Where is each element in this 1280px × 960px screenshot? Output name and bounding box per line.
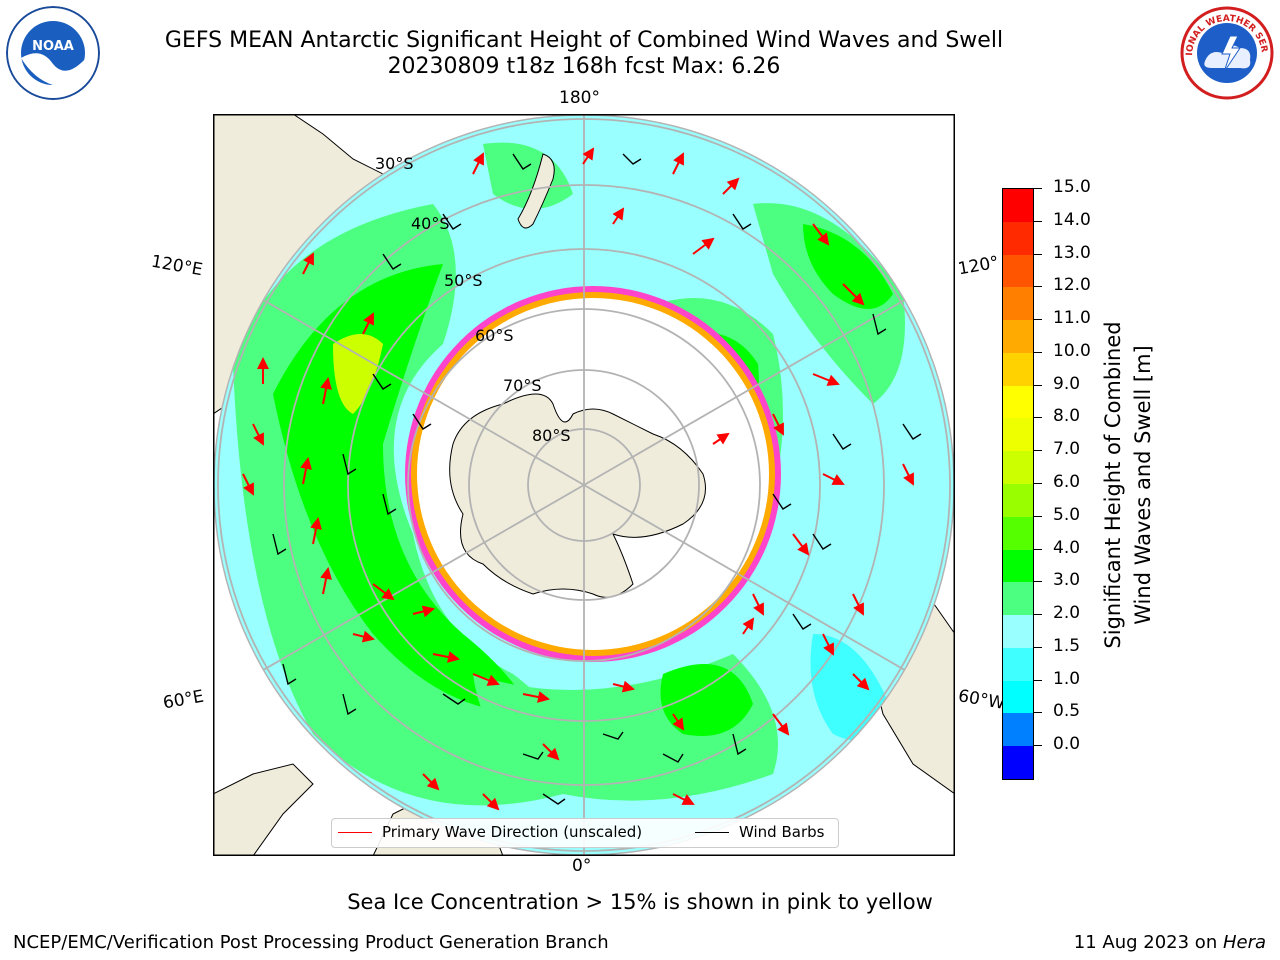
map: 30°S 40°S 50°S 60°S 70°S 80°S (213, 114, 955, 856)
colorbar-cell (1003, 516, 1033, 550)
footer-machine: Hera (1222, 932, 1266, 953)
lat-label-50s: 50°S (444, 271, 483, 290)
lat-label-60s: 60°S (475, 326, 514, 345)
colorbar-tick-mark (1034, 384, 1042, 386)
nws-logo: NATIONAL WEATHER SERVICE (1180, 6, 1274, 100)
colorbar-title-line1: Significant Height of Combined (1101, 321, 1125, 649)
colorbar-cell (1003, 647, 1033, 681)
colorbar-cell (1003, 484, 1033, 517)
legend-wave-swatch (338, 832, 372, 833)
colorbar-tick-mark (1034, 417, 1042, 419)
colorbar-cell (1003, 189, 1033, 222)
colorbar-tick-label: 3.0 (1053, 570, 1081, 591)
colorbar-tick-label: 4.0 (1053, 537, 1081, 558)
noaa-logo-text: NOAA (32, 39, 74, 54)
colorbar-tick-label: 9.0 (1053, 373, 1081, 394)
colorbar-tick-label: 15.0 (1053, 177, 1091, 197)
colorbar-tick-mark (1034, 220, 1042, 222)
land-africa (213, 763, 314, 856)
noaa-logo: NOAA (6, 6, 100, 100)
footer-credit: NCEP/EMC/Verification Post Processing Pr… (13, 932, 609, 953)
colorbar-tick-mark (1034, 646, 1042, 648)
chart-subtitle: 20230809 t18z 168h fcst Max: 6.26 (387, 54, 781, 79)
colorbar-tick-label: 14.0 (1053, 209, 1091, 230)
colorbar-tick-mark (1034, 351, 1042, 353)
colorbar-tick-mark (1034, 253, 1042, 255)
lat-label-40s: 40°S (411, 214, 450, 233)
lat-label-70s: 70°S (503, 376, 542, 395)
colorbar-tick-mark (1034, 450, 1042, 452)
colorbar-cell (1003, 451, 1033, 484)
colorbar-tick-label: 0.0 (1053, 734, 1081, 755)
colorbar-tick-label: 0.5 (1053, 701, 1081, 722)
footer-date: 11 Aug 2023 on Hera (1074, 932, 1266, 953)
lon-label-60w: 60°W (956, 686, 1007, 714)
colorbar-tick-label: 2.0 (1053, 603, 1081, 624)
colorbar-tick-mark (1034, 712, 1042, 714)
colorbar-cell (1003, 254, 1033, 288)
colorbar-tick-label: 11.0 (1053, 308, 1091, 329)
colorbar-cell (1003, 582, 1033, 616)
colorbar-cell (1003, 746, 1033, 779)
legend-wave-label: Primary Wave Direction (unscaled) (382, 823, 643, 841)
colorbar-tick-label: 13.0 (1053, 242, 1091, 263)
lon-label-60e: 60°E (161, 686, 206, 714)
colorbar-tick-label: 6.0 (1053, 472, 1081, 492)
colorbar-cell (1003, 713, 1033, 747)
colorbar-cell (1003, 615, 1033, 648)
colorbar-tick-mark (1034, 745, 1042, 747)
colorbar-tick-mark (1034, 188, 1042, 189)
colorbar-cell (1003, 385, 1033, 419)
colorbar-tick-label: 12.0 (1053, 275, 1091, 296)
colorbar-cell (1003, 549, 1033, 583)
footer-date-text: 11 Aug 2023 on (1073, 932, 1223, 953)
wave-band-peak (333, 334, 383, 414)
colorbar-tick-mark (1034, 679, 1042, 681)
colorbar-tick-mark (1034, 614, 1042, 616)
wave-arrows (242, 147, 914, 811)
colorbar-tick-label: 8.0 (1053, 406, 1081, 427)
colorbar-tick-mark (1034, 515, 1042, 517)
colorbar-tick-mark (1034, 319, 1042, 321)
colorbar-tick-mark (1034, 548, 1042, 550)
colorbar-title-line2: Wind Waves and Swell [m] (1131, 345, 1155, 625)
colorbar-tick-label: 1.0 (1053, 668, 1081, 689)
sea-ice-note: Sea Ice Concentration > 15% is shown in … (347, 890, 933, 914)
lon-label-120e: 120°E (149, 251, 205, 281)
map-legend: Primary Wave Direction (unscaled) Wind B… (331, 818, 839, 848)
lat-label-80s: 80°S (532, 426, 571, 445)
colorbar (1002, 188, 1034, 780)
colorbar-cell (1003, 352, 1033, 386)
lon-label-120w: 120° (956, 252, 1001, 280)
land-new-zealand (517, 153, 555, 229)
colorbar-cell (1003, 287, 1033, 321)
lon-label-0: 0° (572, 856, 592, 876)
colorbar-tick-mark (1034, 286, 1042, 288)
colorbar-tick-mark (1034, 483, 1042, 484)
chart-title: GEFS MEAN Antarctic Significant Height o… (164, 28, 1004, 53)
legend-barb-label: Wind Barbs (739, 823, 825, 841)
legend-barb-swatch (695, 832, 729, 833)
lat-label-30s: 30°S (375, 154, 414, 173)
colorbar-tick-label: 1.5 (1053, 635, 1081, 656)
colorbar-tick-label: 7.0 (1053, 439, 1081, 460)
colorbar-tick-label: 5.0 (1053, 504, 1081, 525)
wind-barbs (272, 153, 922, 805)
colorbar-cell (1003, 418, 1033, 452)
lon-label-180: 180° (559, 88, 600, 108)
colorbar-cell (1003, 320, 1033, 353)
colorbar-cell (1003, 221, 1033, 255)
colorbar-tick-mark (1034, 581, 1042, 583)
wave-band-drake (810, 634, 893, 741)
colorbar-tick-label: 10.0 (1053, 340, 1091, 361)
colorbar-cell (1003, 680, 1033, 714)
